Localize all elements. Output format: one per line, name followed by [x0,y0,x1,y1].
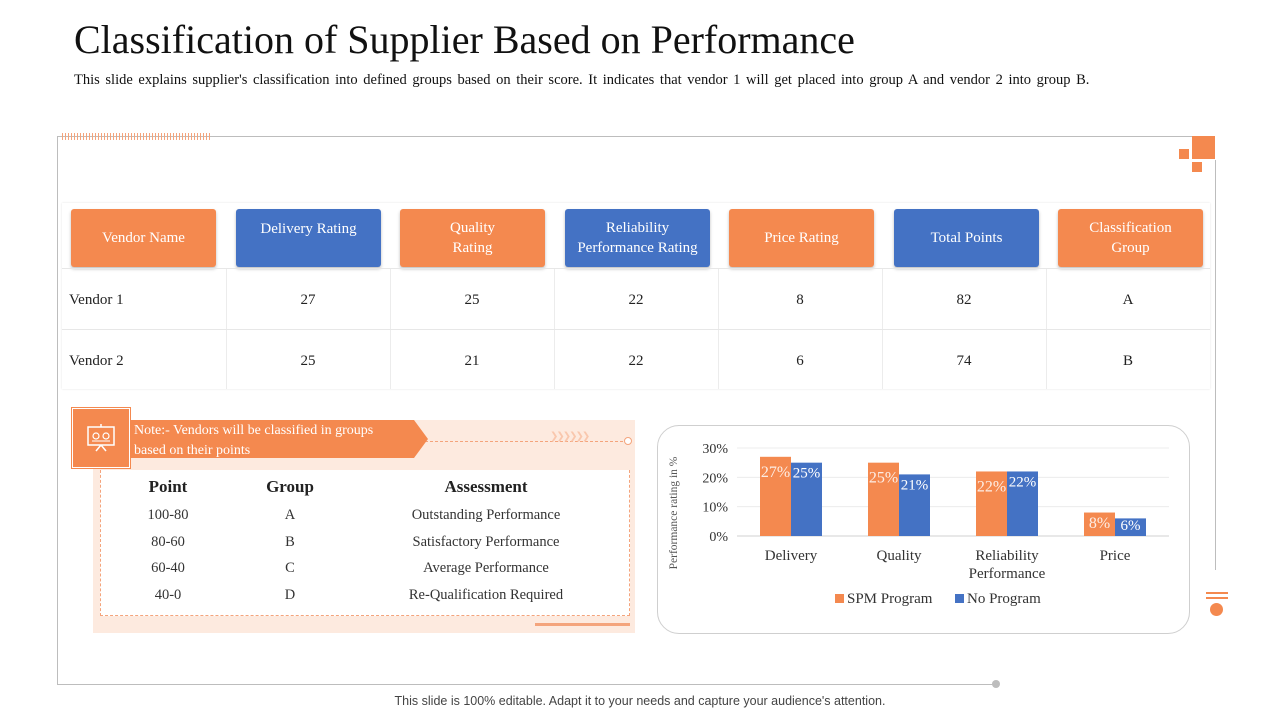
corner-square-decoration [1192,162,1202,172]
frame-line-bottom [57,684,997,685]
bar-decoration [535,623,630,626]
chart-x-tick-label: Reliability [975,548,1039,564]
assessment-cell: A [284,507,296,523]
chart-data-label: 22% [1009,474,1037,490]
assessment-cell: 60-40 [151,560,185,576]
chart-bar [1115,518,1146,536]
table-header-price-rating: Price Rating [729,209,874,267]
chart-bar [791,462,822,536]
chart-data-label: 22% [977,478,1006,495]
chart-bar [868,462,899,536]
chart-bar [1084,512,1115,536]
assessment-cell: Average Performance [423,560,549,576]
frame-line-top [57,136,1215,137]
corner-square-decoration [1192,136,1215,159]
table-header-vendor-name: Vendor Name [71,209,216,267]
assessment-cell: 80-60 [151,534,185,550]
dot-decoration [1210,603,1223,616]
frame-end-dot [992,680,1000,688]
chart-x-tick-label: Performance [969,566,1046,582]
assessment-cell: 40-0 [154,587,182,603]
chart-data-label: 27% [761,464,790,481]
page-title: Classification of Supplier Based on Perf… [74,17,855,62]
chart-bar [899,474,930,536]
table-cell: 74 [956,352,972,369]
table-cell: Vendor 2 [69,352,124,369]
table-cell: Vendor 1 [69,291,124,308]
corner-square-decoration [1179,149,1189,159]
chart-legend-label: SPM Program [847,591,933,607]
frame-line-left [57,136,58,684]
table-cell: A [1122,291,1134,308]
chart-y-tick-label: 20% [702,471,728,486]
frame-line-right [1215,160,1216,570]
page-subtitle: This slide explains supplier's classific… [74,72,1090,88]
table-header-quality-rating: Quality Rating [400,209,545,267]
table-cell: 25 [300,352,316,369]
table-cell: B [1122,352,1133,369]
table-header-reliability-rating: Reliability Performance Rating [565,209,710,267]
assessment-header-assessment: Assessment [444,477,528,496]
table-row: Vendor 1 27 25 22 8 82 A [62,268,1210,330]
table-cell: 25 [464,291,480,308]
chart-legend-swatch [955,594,964,603]
table-cell: 82 [956,291,972,308]
hatch-decoration [62,133,210,140]
chart-y-tick-label: 0% [709,530,728,545]
chart-y-tick-label: 10% [702,501,728,516]
performance-bar-chart: 0%10%20%30%Performance rating in % 27% 25%… [668,442,1169,607]
assessment-cell: Satisfactory Performance [412,534,560,550]
table-header-classification-group: Classification Group [1058,209,1203,267]
chart-data-label: 25% [793,466,821,482]
chart-legend-label: No Program [967,591,1041,607]
table-row: Vendor 2 25 21 22 6 74 B [62,330,1210,392]
vendor-table: Vendor Name Delivery Rating Quality Rati… [62,203,1210,389]
table-cell: 8 [796,291,804,308]
chart-data-label: 6% [1121,518,1141,534]
assessment-cell: C [285,560,295,576]
table-header-total-points: Total Points [894,209,1039,267]
assessment-cell: 100-80 [147,507,189,523]
assessment-table [100,470,630,616]
table-header-delivery-rating: Delivery Rating [236,209,381,267]
note-banner [128,420,428,458]
presentation-board-icon [71,407,131,469]
table-cell: 21 [464,352,480,369]
chart-bar [976,471,1007,536]
footer-text: This slide is 100% editable. Adapt it to… [394,694,886,708]
chart-y-tick-label: 30% [702,442,728,457]
assessment-cell: D [284,587,296,603]
chart-x-tick-label: Delivery [765,548,818,564]
assessment-header-point: Point [148,477,188,496]
assessment-cell: B [285,534,295,550]
assessment-cell: Re-Qualification Required [408,587,564,603]
dashed-line-decoration [420,441,628,442]
lines-decoration [1206,592,1228,602]
table-cell: 27 [300,291,316,308]
chart-data-label: 8% [1089,515,1110,532]
chevrons-decoration: ❯❯❯❯❯❯ [550,431,590,442]
chart-x-tick-label: Quality [877,548,922,564]
chart-bar [760,456,791,536]
assessment-cell: Outstanding Performance [411,507,561,523]
table-cell: 22 [628,291,644,308]
chart-y-axis-label: Performance rating in % [668,456,680,569]
table-cell: 6 [796,352,804,369]
chart-bar [1007,471,1038,536]
chart-data-label: 25% [869,470,898,487]
dashed-line-end-dot [624,437,632,445]
chart-x-tick-label: Price [1100,548,1131,564]
note-text: Note:- Vendors will be classified in gro… [134,423,374,458]
assessment-header-group: Group [266,477,314,496]
chart-legend-swatch [835,594,844,603]
table-cell: 22 [628,352,644,369]
chart-data-label: 21% [901,477,929,493]
